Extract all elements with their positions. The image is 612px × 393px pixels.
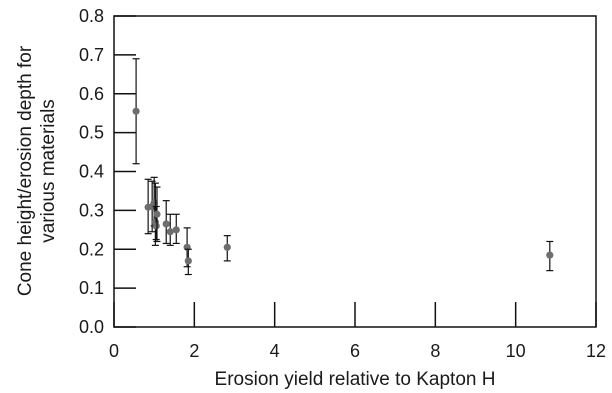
y-tick-label: 0.1 [79,278,104,298]
data-point [153,210,161,218]
data-point-group [166,213,174,246]
data-point-group [546,240,554,272]
axis-tick-labels: 0 2 4 6 8 10 12 0.0 0.1 0.2 0.3 0.4 0.5 0.6 0.7 0.8 [79,6,606,361]
y-tick-label: 0.0 [79,317,104,337]
y-tick-label: 0.5 [79,123,104,143]
x-tick-label: 6 [350,341,360,361]
axis-ticks [113,15,597,328]
data-point [184,257,192,265]
y-axis-title-line-1: Cone height/erosion depth for [15,45,36,296]
x-tick-label: 0 [109,341,119,361]
plot-frame [113,15,597,328]
x-tick-label: 8 [430,341,440,361]
data-point [132,107,140,115]
x-tick-label: 4 [270,341,280,361]
x-tick-label: 12 [586,341,606,361]
y-tick-label: 0.4 [79,162,104,182]
y-tick-label: 0.3 [79,200,104,220]
data-point [162,220,170,228]
data-point [166,228,174,236]
data-point-group [223,235,231,262]
data-point [223,243,231,251]
data-point-group [184,248,192,276]
data-series [132,58,554,276]
y-axis-title-line-2: various materials [38,99,59,243]
data-point-group [153,186,161,243]
x-axis-title: Erosion yield relative to Kapton H [215,369,496,390]
data-point-group [172,213,180,245]
data-point-group [132,58,140,165]
y-axis-title: Cone height/erosion depth for various ma… [15,45,59,296]
x-tick-label: 2 [189,341,199,361]
y-tick-label: 0.8 [79,6,104,26]
y-tick-label: 0.7 [79,45,104,65]
data-point-group [162,200,170,245]
y-tick-label: 0.6 [79,84,104,104]
y-tick-label: 0.2 [79,239,104,259]
data-point [152,222,160,230]
x-tick-label: 10 [506,341,526,361]
data-point [172,226,180,234]
data-point [546,251,554,259]
